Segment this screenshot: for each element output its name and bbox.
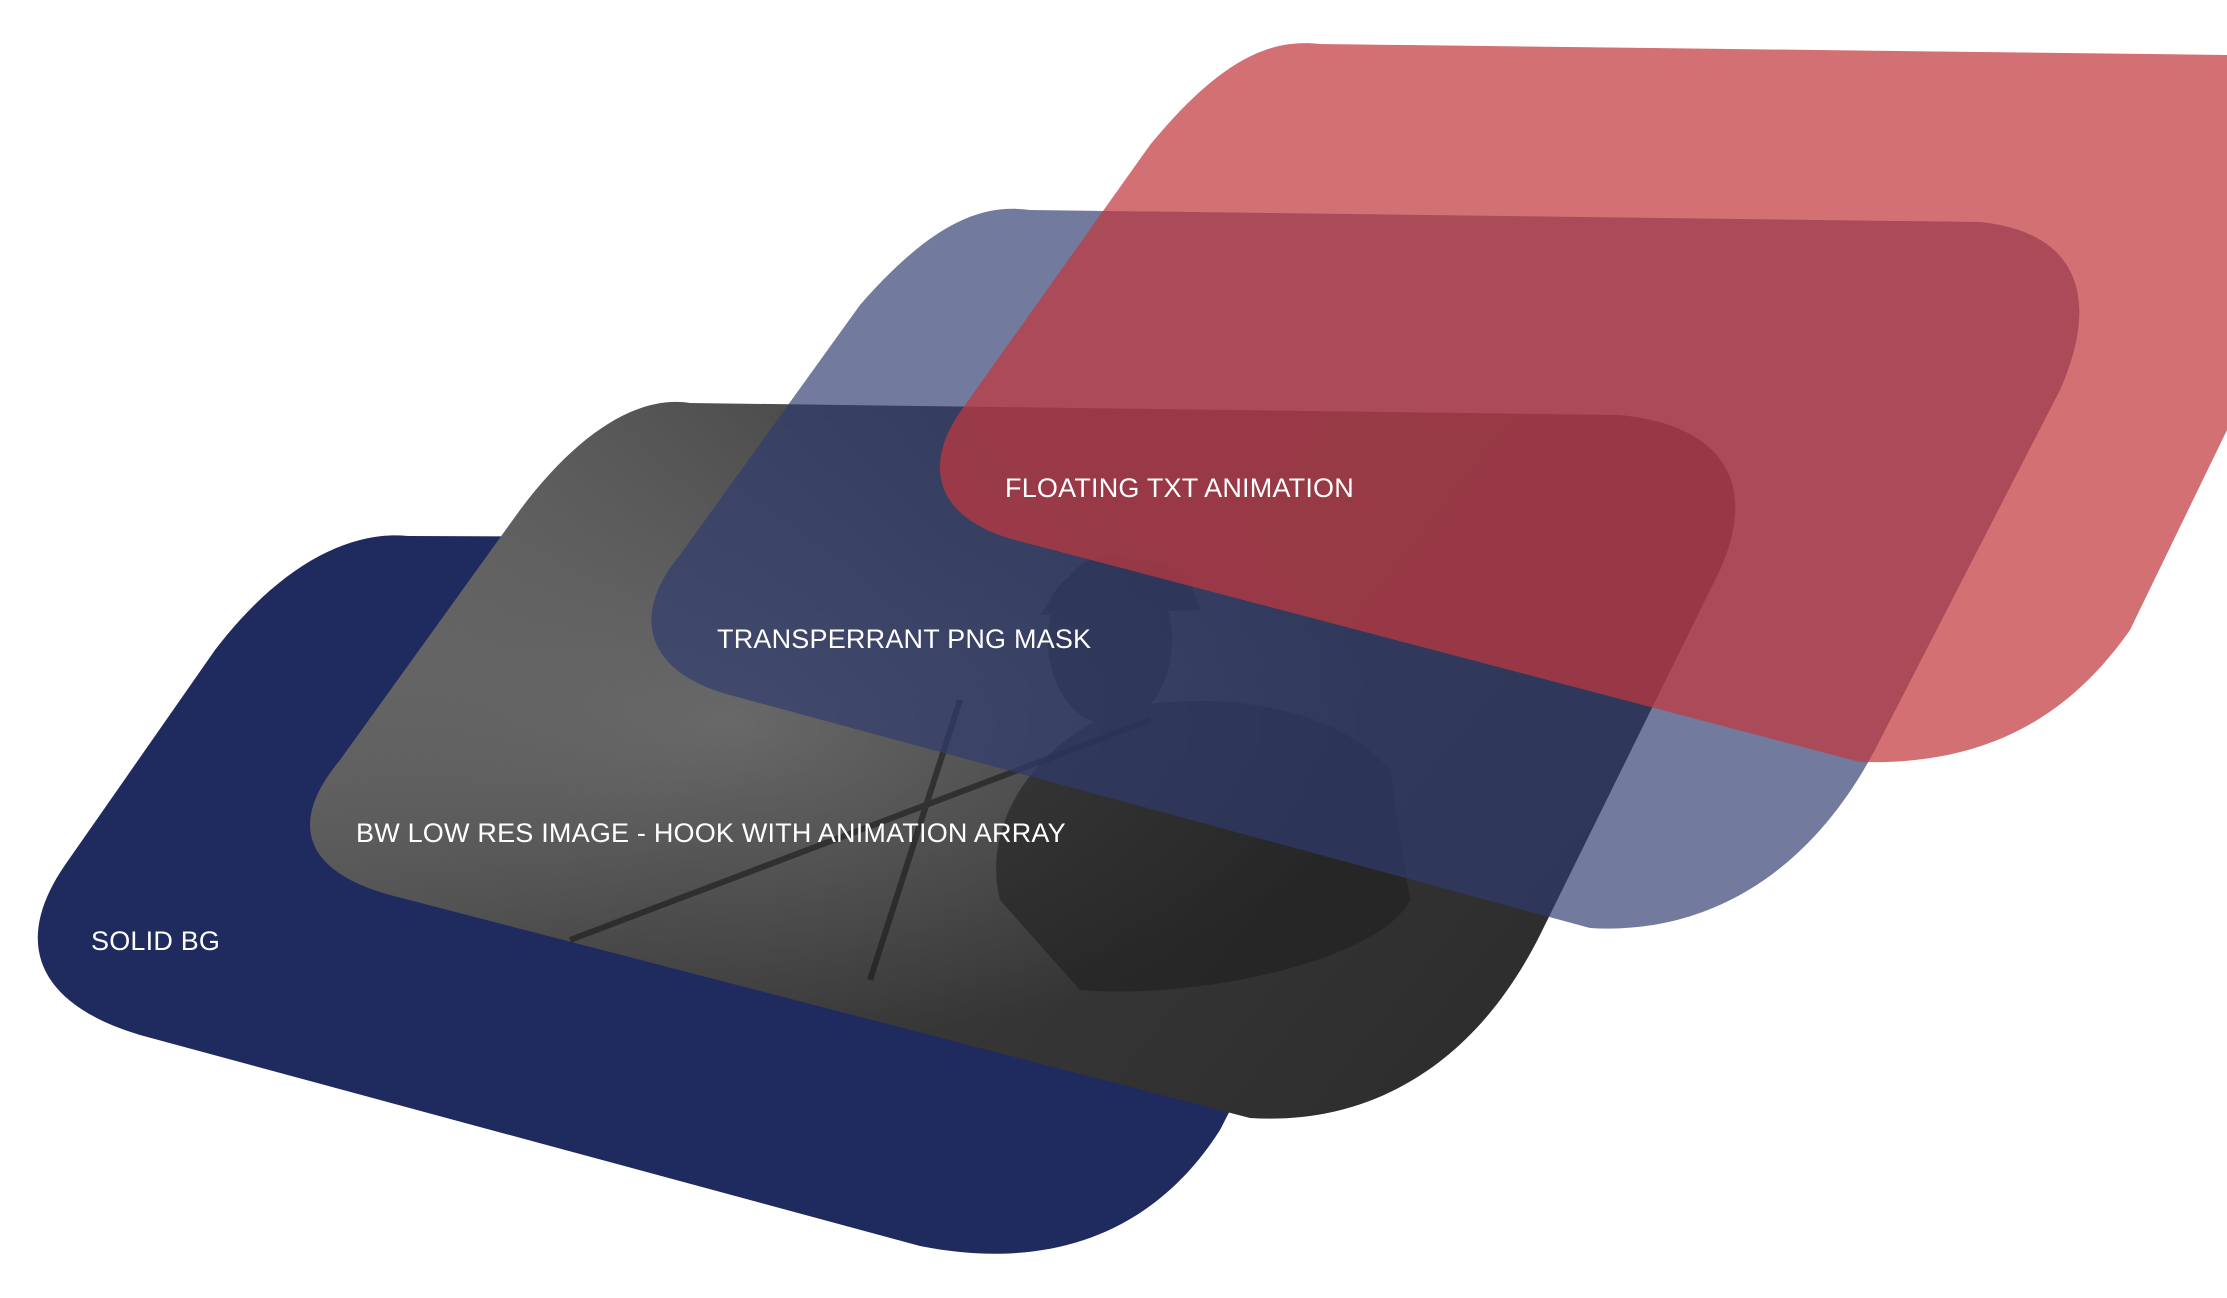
floating-txt-shape <box>939 43 2227 763</box>
bw-image-label: BW LOW RES IMAGE - HOOK WITH ANIMATION A… <box>356 818 1066 848</box>
png-mask-label: TRANSPERRANT PNG MASK <box>717 624 1091 654</box>
solid-bg-label: SOLID BG <box>91 926 220 956</box>
floating-txt-layer: FLOATING TXT ANIMATION <box>939 43 2227 763</box>
floating-txt-label: FLOATING TXT ANIMATION <box>1005 473 1354 503</box>
